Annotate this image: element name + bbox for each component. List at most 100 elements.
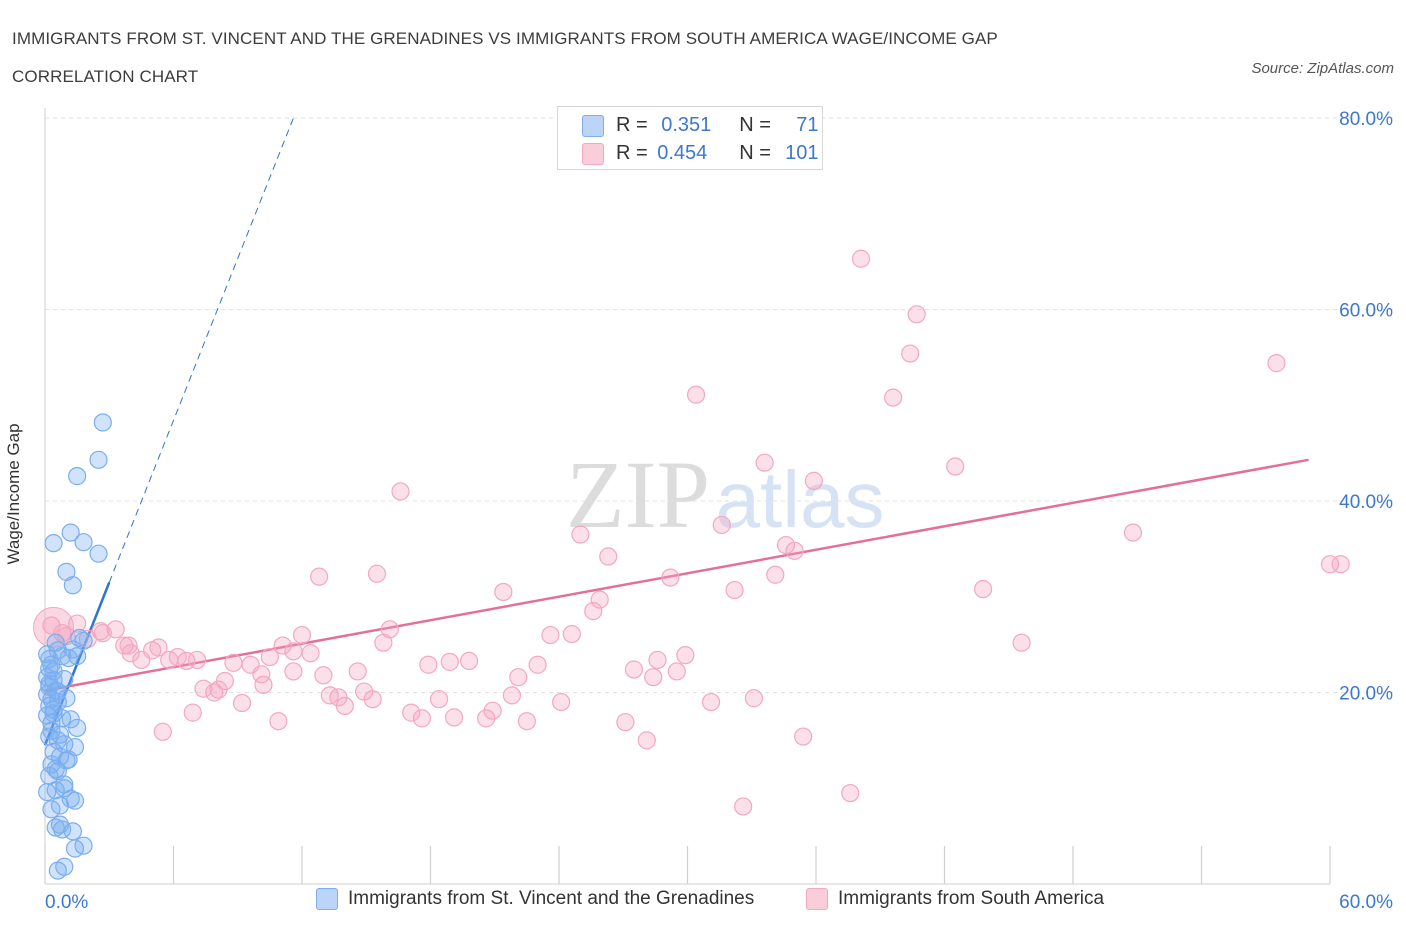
legend-r-label: R =	[616, 142, 654, 164]
point-south-america	[590, 590, 609, 609]
point-south-america	[744, 689, 763, 708]
point-south-america	[153, 722, 172, 741]
y-axis-label: Wage/Income Gap	[4, 423, 23, 565]
legend-n-value: 101	[785, 142, 819, 164]
point-south-america	[444, 708, 464, 727]
legend-r-value: 0.454	[657, 142, 708, 164]
point-south-america	[494, 582, 513, 602]
point-south-america	[93, 624, 112, 643]
point-south-america	[314, 666, 333, 685]
point-south-america	[310, 567, 329, 586]
point-south-america	[841, 783, 860, 803]
tick-labels: 20.0% 40.0% 60.0% 80.0% 0.0% 60.0%	[45, 109, 1393, 913]
point-south-america	[648, 650, 667, 670]
point-south-america	[616, 713, 635, 732]
point-south-america	[804, 471, 823, 490]
point-vincent	[89, 450, 108, 469]
x-tick-label-min: 0.0%	[45, 892, 88, 913]
point-south-america	[584, 602, 603, 621]
legend-swatch-vincent	[316, 888, 338, 910]
trend-lines	[43, 117, 1309, 746]
point-south-america	[637, 731, 656, 750]
point-vincent	[65, 791, 85, 810]
point-south-america	[194, 679, 213, 698]
point-vincent	[50, 815, 70, 834]
point-south-america	[1123, 523, 1143, 542]
point-south-america	[429, 690, 449, 709]
legend-row-vincent: R = 0.351 N = 71	[582, 114, 819, 137]
point-south-america	[402, 703, 421, 722]
point-vincent	[68, 718, 87, 738]
point-south-america	[676, 646, 695, 665]
point-vincent	[42, 800, 61, 819]
legend-label-vincent: Immigrants from St. Vincent and the Gren…	[348, 888, 755, 909]
legend-n-label: N =	[739, 142, 777, 164]
point-south-america	[254, 675, 273, 694]
point-vincent	[89, 544, 108, 563]
point-south-america	[725, 580, 744, 600]
point-south-america	[301, 644, 320, 663]
point-south-america	[380, 620, 399, 639]
point-south-america	[1331, 555, 1350, 574]
point-vincent	[68, 647, 87, 666]
point-vincent	[57, 689, 76, 708]
point-south-america	[571, 525, 590, 544]
legend-n-label: N =	[739, 114, 777, 136]
point-south-america	[562, 624, 581, 644]
point-south-america	[419, 655, 438, 674]
point-south-america	[973, 579, 993, 599]
point-vincent	[74, 631, 93, 650]
point-south-america-cluster	[33, 606, 75, 648]
legend-n-value: 71	[796, 114, 819, 136]
point-south-america	[901, 344, 920, 363]
point-vincent	[61, 523, 80, 542]
point-vincent	[38, 706, 57, 725]
point-vincent	[63, 576, 82, 595]
point-south-america	[168, 647, 187, 667]
point-vincent	[42, 721, 61, 740]
point-vincent	[38, 782, 57, 802]
point-south-america	[712, 515, 731, 535]
point-south-america	[440, 652, 459, 671]
point-south-america	[284, 662, 303, 681]
point-south-america	[644, 668, 663, 687]
point-south-america	[187, 650, 207, 670]
point-south-america	[734, 797, 753, 816]
point-south-america	[528, 655, 547, 674]
point-south-america	[785, 541, 804, 560]
x-tick-label-max: 60.0%	[1339, 892, 1393, 913]
source-label: Source: ZipAtlas.com	[1251, 60, 1394, 77]
point-south-america	[667, 662, 686, 681]
point-south-america	[292, 625, 312, 645]
point-south-america	[624, 660, 644, 679]
point-south-america	[183, 703, 202, 722]
point-vincent	[50, 796, 70, 815]
trend-line-south-america	[44, 458, 1309, 692]
point-south-america	[483, 701, 502, 720]
y-tick-label: 40.0%	[1339, 492, 1393, 513]
point-vincent	[46, 759, 65, 779]
point-south-america	[367, 564, 387, 583]
point-south-america	[794, 727, 813, 746]
y-tick-label: 80.0%	[1339, 109, 1393, 130]
chart-title-line1: IMMIGRANTS FROM ST. VINCENT AND THE GREN…	[12, 29, 998, 48]
chart-title: IMMIGRANTS FROM ST. VINCENT AND THE GREN…	[12, 20, 998, 96]
watermark-atlas: atlas	[716, 455, 885, 544]
point-vincent	[93, 413, 112, 432]
point-vincent	[74, 533, 93, 552]
legend-label-south-america: Immigrants from South America	[838, 888, 1105, 909]
point-south-america	[284, 642, 303, 661]
point-south-america	[552, 692, 571, 712]
series-legend: Immigrants from St. Vincent and the Gren…	[0, 888, 1406, 918]
point-south-america	[335, 696, 354, 716]
point-south-america	[541, 625, 560, 645]
y-tick-label: 60.0%	[1339, 301, 1393, 322]
point-vincent	[68, 467, 87, 486]
point-south-america	[1320, 555, 1340, 574]
point-south-america	[701, 692, 721, 712]
point-south-america	[232, 693, 252, 713]
point-vincent	[50, 725, 70, 744]
point-vincent	[48, 861, 67, 880]
legend-row-south-america: R = 0.454 N = 101	[582, 142, 819, 165]
